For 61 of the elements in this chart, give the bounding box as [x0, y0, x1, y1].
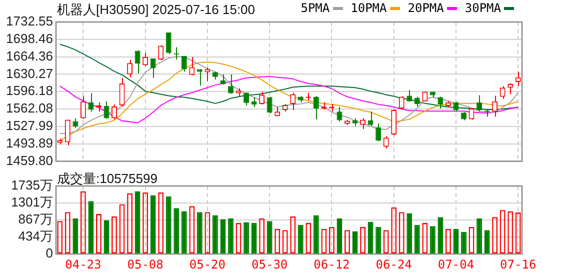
candlestick [251, 96, 257, 108]
candlestick [150, 58, 156, 78]
y-tick-label: 1493.89 [6, 135, 53, 150]
candlestick [266, 96, 272, 114]
candlestick [204, 67, 210, 82]
x-tick-label: 06-12 [314, 257, 350, 272]
candlestick [500, 86, 506, 100]
y-tick-label: 0 [46, 246, 53, 261]
candlestick [181, 55, 187, 72]
candlestick [383, 136, 389, 149]
y-tick-label: 1527.99 [6, 118, 53, 133]
candlestick [127, 60, 132, 78]
y-tick-label: 1596.18 [6, 83, 53, 98]
y-tick-label: 867万 [18, 212, 53, 227]
candlestick [290, 92, 296, 111]
candlestick [398, 96, 404, 110]
y-tick-label: 1301万 [11, 194, 53, 210]
candlestick [72, 118, 78, 128]
x-tick-label: 05-08 [127, 257, 164, 272]
candlestick [112, 104, 117, 120]
candlestick [360, 118, 366, 130]
legend-label: 20PMA [408, 1, 444, 15]
candlestick [166, 32, 172, 54]
y-tick-label: 434万 [18, 228, 53, 244]
legend-label: 30PMA [464, 1, 501, 15]
y-tick-label: 1698.46 [6, 30, 53, 46]
y-tick-label: 1664.36 [6, 48, 53, 64]
candlestick [438, 96, 444, 110]
candlestick [492, 95, 498, 118]
x-tick-label: 06-24 [376, 257, 412, 272]
candlestick [515, 71, 521, 87]
candlestick [134, 50, 140, 74]
chart-title: 成交量:10575599 [57, 170, 158, 188]
legend-label: 10PMA [350, 1, 387, 15]
legend-label: 5PMA [300, 1, 330, 15]
candlestick [88, 92, 94, 112]
y-tick-label: 1732.55 [6, 14, 53, 29]
candlestick [244, 92, 249, 106]
candlestick [391, 109, 397, 136]
candlestick [158, 44, 164, 61]
y-tick-label: 1562.08 [6, 100, 53, 116]
candlestick [376, 122, 382, 142]
y-tick-label: 1459.80 [6, 152, 53, 168]
candlestick [336, 106, 342, 122]
candlestick [508, 83, 514, 95]
x-tick-label: 05-20 [189, 257, 226, 272]
chart-title: 机器人[H30590] 2025-07-16 15:00 [57, 1, 256, 19]
candlestick [196, 68, 202, 86]
x-tick-label: 04-23 [65, 257, 102, 272]
candlestick [64, 119, 70, 146]
candlestick [80, 95, 86, 120]
candlestick [189, 56, 195, 76]
x-tick-label: 05-30 [252, 257, 288, 272]
y-tick-label: 1630.27 [6, 66, 53, 81]
candlestick [368, 111, 374, 126]
candlestick [259, 91, 265, 105]
x-tick-label: 07-16 [500, 257, 536, 272]
y-tick-label: 1735万 [11, 178, 53, 193]
candlestick [228, 74, 234, 94]
candlestick [313, 96, 319, 120]
x-tick-label: 07-04 [438, 257, 474, 272]
